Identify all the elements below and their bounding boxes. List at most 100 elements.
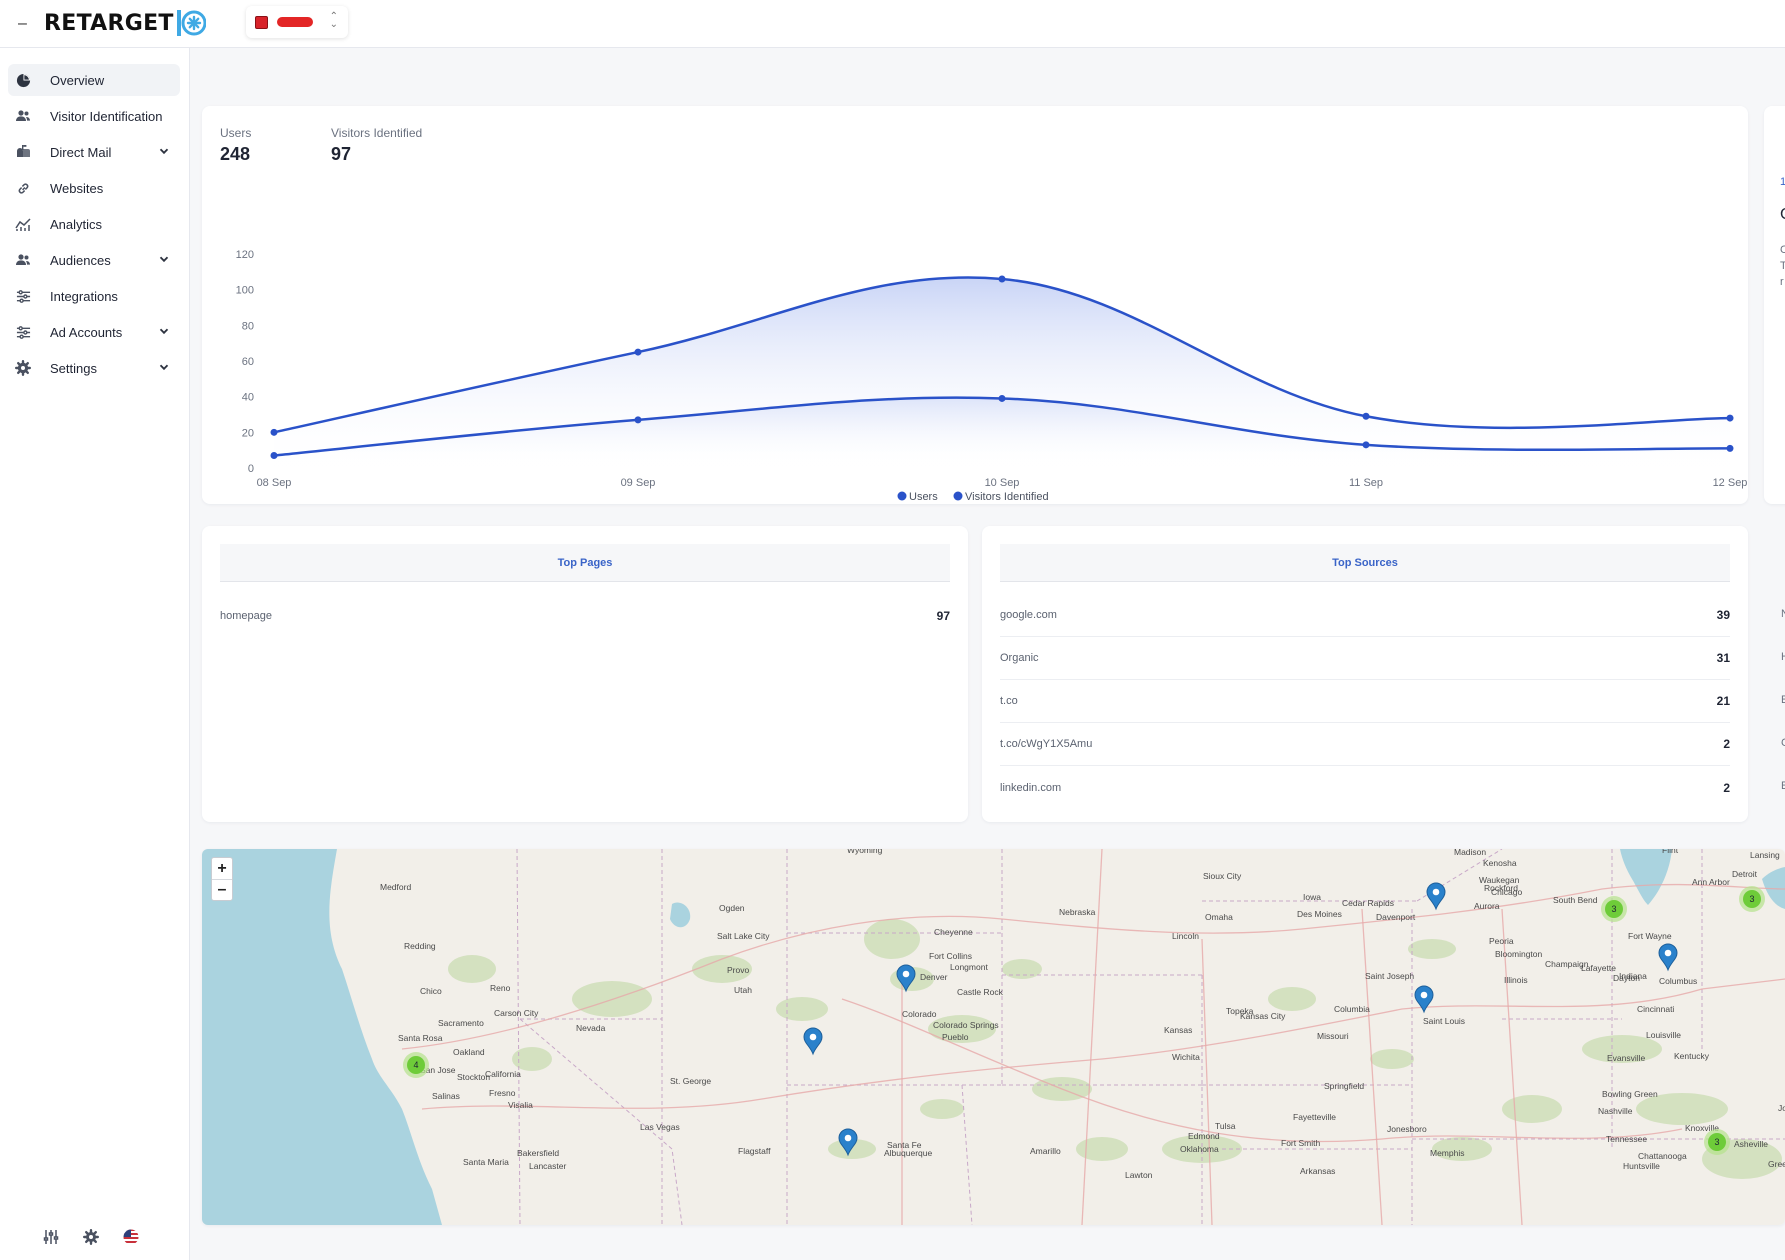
zoom-out-button[interactable]: –	[212, 879, 232, 900]
sidebar-item-integrations[interactable]: Integrations	[8, 280, 180, 312]
map-city-label: Nashville	[1598, 1106, 1633, 1116]
link-icon	[14, 179, 32, 197]
map-forest	[1002, 959, 1042, 979]
map-city-label: Memphis	[1430, 1148, 1464, 1158]
legend-marker	[953, 491, 963, 501]
top-bar: – RETARGET ⌃ ⌄	[0, 0, 1785, 48]
map-pin	[1426, 882, 1446, 911]
sidebar-item-audiences[interactable]: Audiences	[8, 244, 180, 276]
x-tick-label: 11 Sep	[1349, 477, 1383, 489]
map-cluster-count: 3	[1714, 1137, 1719, 1147]
map-city-label: Huntsville	[1623, 1161, 1660, 1171]
map-city-label: Redding	[404, 941, 436, 951]
map-city-label: Sioux City	[1203, 871, 1242, 881]
map-zoom-control: + –	[211, 857, 233, 901]
data-point	[1726, 444, 1734, 452]
table-row[interactable]: homepage 97	[220, 594, 950, 637]
page-count: 97	[936, 608, 950, 623]
sidebar-item-websites[interactable]: Websites	[8, 172, 180, 204]
sidebar-item-visitor-identification[interactable]: Visitor Identification	[8, 100, 180, 132]
gear-icon[interactable]	[82, 1228, 100, 1246]
map-city-label: Lincoln	[1172, 931, 1199, 941]
map-forest	[1370, 1049, 1414, 1069]
map-city-label: Ann Arbor	[1692, 877, 1730, 887]
map-city-label: Utah	[734, 985, 752, 995]
map-city-label: Columbia	[1334, 1004, 1370, 1014]
map-city-label: Flint	[1662, 849, 1679, 855]
right-card-peek: 1 C C T r	[1764, 106, 1785, 504]
map-city-label: Flagstaff	[738, 1146, 771, 1156]
source-name: google.com	[1000, 609, 1057, 621]
sliders-icon	[14, 287, 32, 305]
top-pages-card: Top Pages homepage 97	[202, 526, 968, 822]
sidebar-item-overview[interactable]: Overview	[8, 64, 180, 96]
map-forest	[1432, 1137, 1492, 1161]
table-row[interactable]: t.co/cWgY1X5Amu 2	[1000, 723, 1730, 766]
x-tick-label: 12 Sep	[1713, 477, 1748, 489]
map-city-label: Kentucky	[1674, 1051, 1710, 1061]
map-city-label: Columbus	[1659, 976, 1697, 986]
map-city-label: Medford	[380, 882, 411, 892]
data-point	[998, 275, 1006, 283]
map-city-label: Jonesboro	[1387, 1124, 1427, 1134]
map-land	[202, 849, 1785, 1225]
visitor-map[interactable]: Medford Redding Chico Reno Carson City Sacram…	[202, 849, 1785, 1225]
brand-name: RETARGET	[44, 10, 174, 36]
table-row[interactable]: google.com 39	[1000, 594, 1730, 637]
y-tick-label: 100	[236, 285, 254, 297]
map-city-label: Cincinnati	[1637, 1004, 1674, 1014]
map-cluster	[1708, 1133, 1726, 1151]
map-city-label: Oakland	[453, 1047, 485, 1057]
source-name: t.co/cWgY1X5Amu	[1000, 738, 1093, 750]
sidebar-item-direct-mail[interactable]: Direct Mail	[8, 136, 180, 168]
data-point	[1362, 441, 1370, 449]
account-switcher[interactable]: ⌃ ⌄	[246, 6, 348, 38]
map-city-label: St. George	[670, 1076, 711, 1086]
map-pin-dot	[1420, 991, 1428, 999]
data-point	[1726, 414, 1734, 422]
map-city-label: Salt Lake City	[717, 931, 770, 941]
map-city-label: Oklahoma	[1180, 1144, 1219, 1154]
map-lake-erie	[1762, 867, 1785, 909]
zoom-in-button[interactable]: +	[217, 859, 227, 877]
equalizer-icon[interactable]	[42, 1228, 60, 1246]
clipped-letter: E	[1781, 780, 1785, 792]
map-city-label: Albuquerque	[884, 1148, 932, 1158]
map-city-label: Las Vegas	[640, 1122, 680, 1132]
map-road	[1501, 908, 1523, 1225]
map-city-label: Lawton	[1125, 1170, 1153, 1180]
sidebar-item-analytics[interactable]: Analytics	[8, 208, 180, 240]
top-sources-title: Top Sources	[1000, 544, 1730, 582]
map-canvas[interactable]: Medford Redding Chico Reno Carson City Sacram…	[202, 849, 1785, 1225]
table-row[interactable]: linkedin.com 2	[1000, 766, 1730, 809]
map-forest	[1636, 1093, 1728, 1125]
map-border	[519, 1018, 683, 1225]
map-city-label: Santa Fe	[887, 1140, 922, 1150]
map-forest	[1162, 1135, 1242, 1163]
sidebar-item-ad-accounts[interactable]: Ad Accounts	[8, 316, 180, 348]
legend-label: Users	[909, 491, 938, 503]
map-ocean	[202, 849, 442, 1225]
y-tick-label: 20	[242, 427, 254, 439]
map-forest	[1502, 1095, 1562, 1123]
map-pin	[1414, 985, 1434, 1014]
map-city-label: Des Moines	[1297, 909, 1342, 919]
map-city-label: Illinois	[1504, 975, 1528, 985]
sidebar-collapse-button[interactable]: –	[18, 15, 27, 32]
table-row[interactable]: Organic 31	[1000, 637, 1730, 680]
logo[interactable]: RETARGET	[44, 8, 206, 38]
table-row[interactable]: t.co 21	[1000, 680, 1730, 723]
sidebar-item-settings[interactable]: Settings	[8, 352, 180, 384]
map-city-label: Madison	[1454, 849, 1486, 857]
sliders-icon	[14, 323, 32, 341]
sidebar-item-label: Ad Accounts	[50, 324, 123, 340]
x-tick-label: 10 Sep	[985, 477, 1020, 489]
peek-char: r	[1780, 276, 1784, 288]
map-city-label: Arkansas	[1300, 1166, 1335, 1176]
map-city-label: Pueblo	[942, 1032, 969, 1042]
account-avatar	[255, 15, 268, 29]
us-flag-icon[interactable]	[122, 1228, 140, 1246]
map-cluster	[1743, 890, 1761, 908]
users-stat-value: 248	[220, 144, 251, 164]
clipped-letter: E	[1781, 694, 1785, 706]
